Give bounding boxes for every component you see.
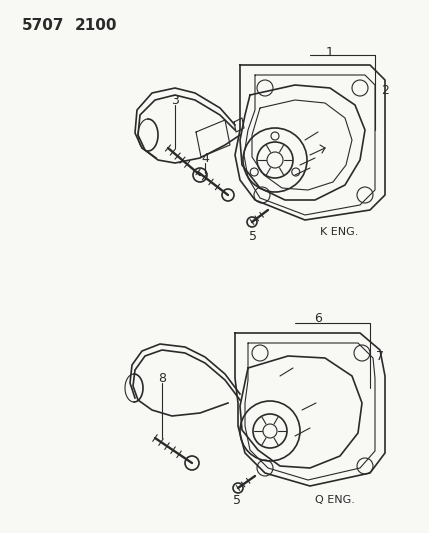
- Text: K ENG.: K ENG.: [320, 227, 358, 237]
- Text: 5: 5: [233, 494, 241, 506]
- Text: 5: 5: [249, 230, 257, 244]
- Text: 4: 4: [201, 151, 209, 165]
- Text: 5707: 5707: [22, 18, 64, 33]
- Text: 2: 2: [381, 84, 389, 96]
- Text: 7: 7: [376, 350, 384, 362]
- Text: 8: 8: [158, 372, 166, 384]
- Text: Q ENG.: Q ENG.: [315, 495, 355, 505]
- Text: 6: 6: [314, 312, 322, 326]
- Text: 3: 3: [171, 93, 179, 107]
- Text: 2100: 2100: [75, 18, 118, 33]
- Text: 1: 1: [326, 45, 334, 59]
